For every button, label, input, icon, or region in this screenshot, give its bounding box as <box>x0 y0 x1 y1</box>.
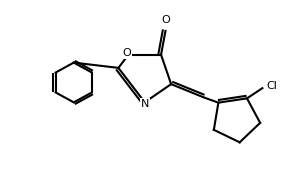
Text: Cl: Cl <box>266 81 277 91</box>
Text: O: O <box>123 48 131 58</box>
Text: O: O <box>161 16 170 25</box>
Text: N: N <box>140 99 149 109</box>
